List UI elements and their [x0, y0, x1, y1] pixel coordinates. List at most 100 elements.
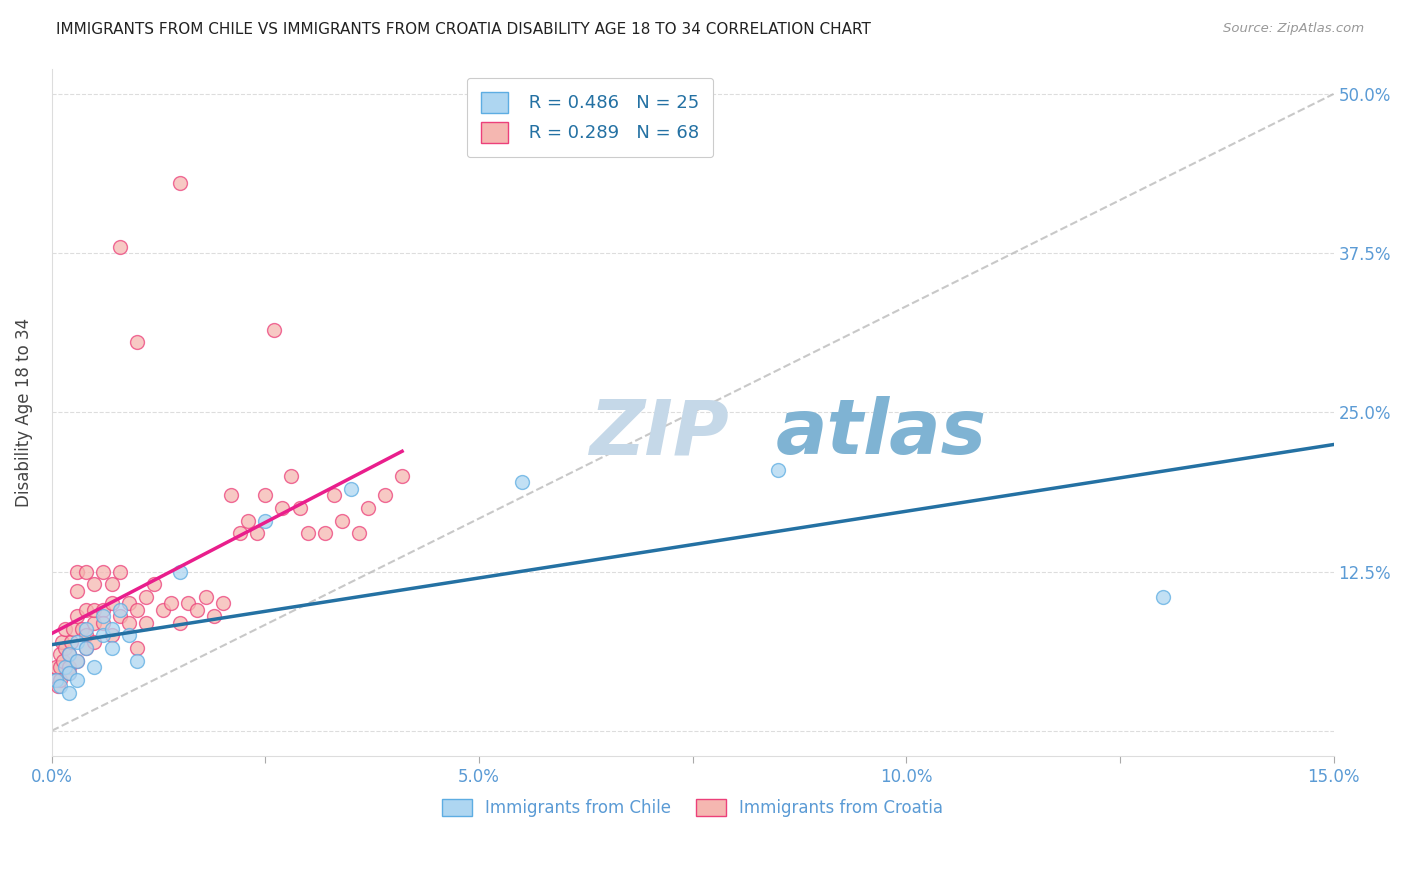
Point — [127, 654, 149, 668]
Point — [58, 648, 80, 662]
Point — [66, 565, 89, 579]
Point — [766, 463, 789, 477]
Point — [75, 628, 97, 642]
Point — [238, 514, 260, 528]
Point — [75, 565, 97, 579]
Point — [100, 628, 122, 642]
Point — [49, 648, 72, 662]
Point — [66, 634, 89, 648]
Point — [219, 488, 242, 502]
Point — [53, 622, 76, 636]
Point — [83, 577, 105, 591]
Point — [51, 634, 73, 648]
Point — [53, 660, 76, 674]
Point — [49, 660, 72, 674]
Text: Source: ZipAtlas.com: Source: ZipAtlas.com — [1223, 22, 1364, 36]
Point — [66, 583, 89, 598]
Point — [510, 475, 533, 490]
Point — [357, 500, 380, 515]
Point — [91, 628, 114, 642]
Point — [83, 615, 105, 630]
Point — [1152, 590, 1174, 604]
Point — [263, 323, 285, 337]
Point — [100, 596, 122, 610]
Point — [169, 615, 191, 630]
Point — [135, 590, 157, 604]
Point — [108, 609, 131, 624]
Point — [45, 673, 67, 687]
Point — [75, 640, 97, 655]
Point — [169, 176, 191, 190]
Point — [271, 500, 294, 515]
Legend: Immigrants from Chile, Immigrants from Croatia: Immigrants from Chile, Immigrants from C… — [434, 792, 950, 823]
Point — [127, 603, 149, 617]
Point — [211, 596, 233, 610]
Point — [58, 666, 80, 681]
Point — [202, 609, 225, 624]
Point — [91, 615, 114, 630]
Point — [108, 565, 131, 579]
Point — [100, 640, 122, 655]
Point — [70, 622, 93, 636]
Point — [83, 603, 105, 617]
Point — [91, 609, 114, 624]
Point — [118, 596, 141, 610]
Point — [349, 526, 371, 541]
Point — [108, 240, 131, 254]
Point — [280, 469, 302, 483]
Point — [46, 679, 69, 693]
Point — [169, 565, 191, 579]
Point — [100, 622, 122, 636]
Y-axis label: Disability Age 18 to 34: Disability Age 18 to 34 — [15, 318, 32, 507]
Point — [58, 648, 80, 662]
Point — [254, 514, 277, 528]
Point — [83, 634, 105, 648]
Point — [49, 679, 72, 693]
Point — [160, 596, 183, 610]
Point — [314, 526, 336, 541]
Point — [62, 622, 84, 636]
Point — [45, 660, 67, 674]
Point — [322, 488, 344, 502]
Point — [108, 603, 131, 617]
Point — [75, 603, 97, 617]
Point — [391, 469, 413, 483]
Point — [143, 577, 166, 591]
Point — [58, 685, 80, 699]
Point — [297, 526, 319, 541]
Point — [66, 673, 89, 687]
Text: IMMIGRANTS FROM CHILE VS IMMIGRANTS FROM CROATIA DISABILITY AGE 18 TO 34 CORRELA: IMMIGRANTS FROM CHILE VS IMMIGRANTS FROM… — [56, 22, 872, 37]
Point — [330, 514, 353, 528]
Point — [59, 634, 82, 648]
Point — [58, 660, 80, 674]
Text: ZIP: ZIP — [591, 396, 730, 470]
Point — [66, 654, 89, 668]
Point — [83, 660, 105, 674]
Point — [58, 666, 80, 681]
Point — [44, 673, 66, 687]
Point — [127, 335, 149, 350]
Point — [177, 596, 200, 610]
Point — [91, 603, 114, 617]
Point — [374, 488, 396, 502]
Point — [340, 482, 363, 496]
Text: atlas: atlas — [776, 396, 987, 470]
Point — [66, 609, 89, 624]
Point — [135, 615, 157, 630]
Point — [75, 622, 97, 636]
Point — [75, 640, 97, 655]
Point — [118, 628, 141, 642]
Point — [288, 500, 311, 515]
Point — [254, 488, 277, 502]
Point — [152, 603, 174, 617]
Point — [194, 590, 217, 604]
Point — [127, 640, 149, 655]
Point — [229, 526, 252, 541]
Point — [52, 654, 75, 668]
Point — [118, 615, 141, 630]
Point — [91, 565, 114, 579]
Point — [246, 526, 269, 541]
Point — [66, 654, 89, 668]
Point — [100, 577, 122, 591]
Point — [186, 603, 208, 617]
